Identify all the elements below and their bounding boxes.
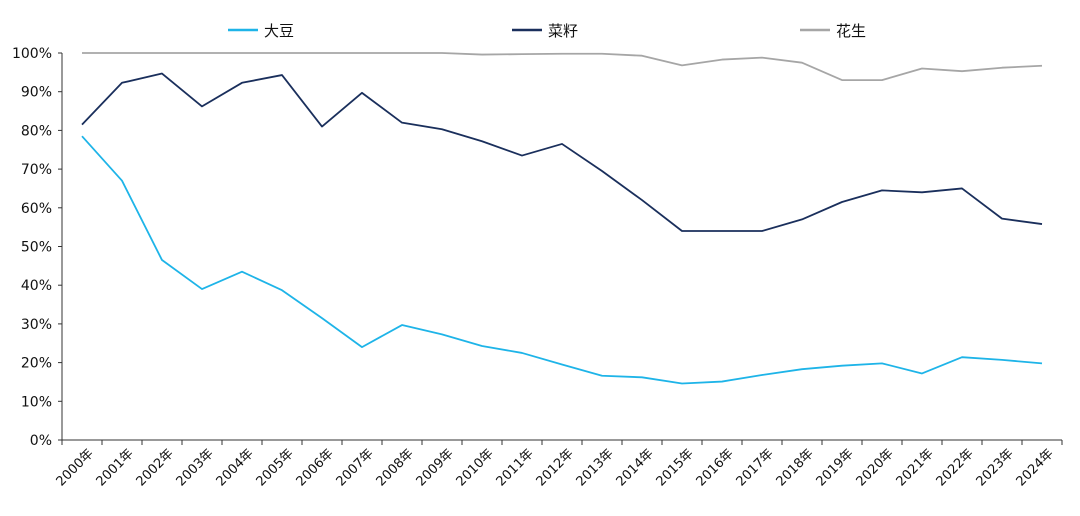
series-line-花生 (82, 52, 1043, 81)
x-tick-label: 2010年 (454, 446, 497, 489)
x-tick-label: 2003年 (174, 446, 217, 489)
x-tick-label: 2022年 (934, 446, 977, 489)
x-tick-label: 2000年 (54, 446, 97, 489)
x-tick-label: 2002年 (134, 446, 177, 489)
y-tick-label: 60% (21, 201, 52, 217)
y-tick-label: 30% (21, 317, 52, 333)
x-tick-label: 2023年 (974, 446, 1017, 489)
x-tick-label: 2011年 (494, 446, 537, 489)
x-axis: 2000年2001年2002年2003年2004年2005年2006年2007年… (54, 439, 1063, 489)
x-tick-label: 2020年 (854, 446, 897, 489)
x-tick-label: 2019年 (814, 446, 857, 489)
y-tick-label: 90% (21, 85, 52, 101)
series-line-菜籽 (81, 72, 1043, 232)
y-tick-label: 50% (21, 240, 52, 256)
x-tick-label: 2012年 (534, 446, 577, 489)
x-tick-label: 2009年 (414, 446, 457, 489)
x-tick-label: 2017年 (734, 446, 777, 489)
y-tick-label: 40% (21, 278, 52, 294)
x-tick-label: 2014年 (614, 446, 657, 489)
chart-legend: 大豆 菜籽 花生 (228, 22, 866, 40)
x-tick-label: 2008年 (374, 446, 417, 489)
x-tick-label: 2006年 (294, 446, 337, 489)
x-tick-label: 2015年 (654, 446, 697, 489)
x-tick-label: 2004年 (214, 446, 257, 489)
y-tick-label: 20% (21, 356, 52, 372)
x-tick-label: 2024年 (1014, 446, 1057, 489)
x-tick-label: 2013年 (574, 446, 617, 489)
y-tick-label: 80% (21, 123, 52, 139)
legend-label: 大豆 (264, 22, 294, 40)
x-tick-label: 2005年 (254, 446, 297, 489)
y-tick-label: 0% (30, 433, 52, 449)
series-line-大豆 (81, 135, 1043, 385)
y-tick-label: 10% (21, 394, 52, 410)
legend-label: 菜籽 (548, 22, 578, 40)
series-lines (81, 52, 1043, 385)
x-tick-label: 2016年 (694, 446, 737, 489)
y-tick-label: 70% (21, 162, 52, 178)
y-axis: 0% 10% 20% 30% 40% 50% 60% 70% 80% 90% 100% (12, 46, 63, 449)
x-tick-label: 2001年 (94, 446, 137, 489)
legend-label: 花生 (836, 22, 866, 40)
y-tick-label: 100% (12, 46, 52, 62)
x-tick-label: 2021年 (894, 446, 937, 489)
x-tick-label: 2018年 (774, 446, 817, 489)
x-tick-label: 2007年 (334, 446, 377, 489)
